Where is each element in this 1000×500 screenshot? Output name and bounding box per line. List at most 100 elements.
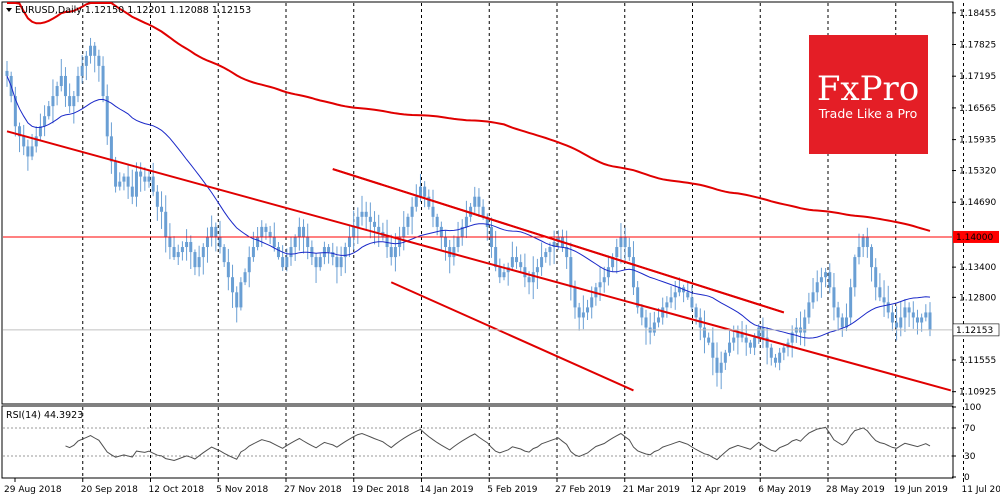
candle-body <box>736 332 740 338</box>
candle-body <box>18 126 22 137</box>
candle-body <box>907 307 911 313</box>
candle-body <box>180 247 184 253</box>
candle-body <box>711 342 715 358</box>
time-tick-label: 19 Jun 2019 <box>894 485 948 495</box>
candle-body <box>485 216 489 227</box>
time-tick-label: 28 May 2019 <box>826 485 885 495</box>
candle-body <box>164 211 168 237</box>
candle-body <box>715 357 719 373</box>
candle-body <box>669 297 673 303</box>
candle-body <box>890 312 894 323</box>
candle-body <box>728 342 732 353</box>
candle-body <box>109 136 113 162</box>
candle-body <box>5 70 9 76</box>
candle-body <box>38 126 42 137</box>
candle-body <box>527 277 531 283</box>
price-axis: 1.18455 1.17825 1.17195 1.16565 1.15935 1.153… <box>952 9 996 398</box>
candle-body <box>360 211 364 217</box>
candle-body <box>673 292 677 298</box>
candle-body <box>214 226 218 237</box>
candle-body <box>276 247 280 258</box>
candle-body <box>757 327 761 338</box>
candle-body <box>694 307 698 318</box>
candle-body <box>836 307 840 318</box>
dropdown-triangle-icon[interactable] <box>6 8 12 12</box>
trend-channel-line <box>390 281 634 392</box>
candle-body <box>627 247 631 258</box>
rsi-tick-label: 30 <box>964 452 976 462</box>
candle-body <box>84 55 88 66</box>
candle-body <box>878 287 882 298</box>
time-tick-label: 27 Nov 2018 <box>284 485 342 495</box>
candle-body <box>201 247 205 258</box>
candle-body <box>615 247 619 258</box>
candle-body <box>844 317 848 328</box>
candle-body <box>573 287 577 308</box>
price-tick-label: 1.17825 <box>959 41 996 51</box>
candle-body <box>322 247 326 258</box>
candle-body <box>498 267 502 278</box>
candle-body <box>494 247 498 268</box>
candle-body <box>122 176 126 182</box>
candle-body <box>105 96 109 137</box>
price-tick-label: 1.10925 <box>959 388 996 398</box>
candle-body <box>690 297 694 308</box>
candle-body <box>302 226 306 237</box>
candle-body <box>247 257 251 273</box>
candle-body <box>226 262 230 278</box>
candle-body <box>924 312 928 318</box>
candle-body <box>168 236 172 248</box>
candle-body <box>548 247 552 253</box>
candle-body <box>460 226 464 237</box>
candle-body <box>235 292 239 308</box>
candle-body <box>147 176 151 182</box>
candle-body <box>895 322 899 328</box>
candle-body <box>410 206 414 217</box>
candle-body <box>911 312 915 318</box>
candle-body <box>778 352 782 363</box>
candle-body <box>134 171 138 197</box>
candle-body <box>732 337 736 343</box>
candle-body <box>139 171 143 177</box>
time-tick-label: 29 Aug 2018 <box>4 485 62 495</box>
candle-body <box>435 216 439 227</box>
candle-body <box>473 196 477 207</box>
time-tick-label: 27 Feb 2019 <box>555 485 611 495</box>
candle-body <box>377 226 381 232</box>
candle-body <box>293 236 297 248</box>
candle-body <box>444 236 448 248</box>
price-tick-label: 1.16565 <box>959 104 996 114</box>
candle-body <box>272 236 276 248</box>
candle-body <box>185 241 189 248</box>
rsi-tick-label: 100 <box>964 403 981 413</box>
candle-body <box>101 65 105 97</box>
level-price-tag-label: 1.14000 <box>956 233 993 243</box>
candle-body <box>765 337 769 348</box>
candle-body <box>857 247 861 258</box>
candle-body <box>665 302 669 308</box>
candle-body <box>824 272 828 278</box>
level-price-tag <box>953 230 999 243</box>
candle-body <box>619 236 623 248</box>
candle-body <box>431 206 435 217</box>
candle-body <box>535 267 539 273</box>
candle-body <box>222 247 226 263</box>
candle-body <box>239 282 243 308</box>
candle-body <box>915 317 919 323</box>
candle-body <box>899 317 903 328</box>
candle-body <box>707 337 711 343</box>
candle-body <box>26 146 30 157</box>
candle-body <box>260 226 264 237</box>
candle-body <box>197 257 201 268</box>
horizontal-levels: 1.14000 1.12153 <box>3 230 1000 337</box>
rsi-tick-label: 0 <box>964 473 970 483</box>
moving-average-slow-line <box>7 1 931 232</box>
candle-body <box>51 96 55 107</box>
candle-body <box>34 136 38 147</box>
candle-body <box>740 332 744 338</box>
candle-body <box>807 302 811 318</box>
time-tick-label: 20 Sep 2018 <box>81 485 138 495</box>
candle-body <box>748 342 752 348</box>
candle-body <box>210 226 214 237</box>
